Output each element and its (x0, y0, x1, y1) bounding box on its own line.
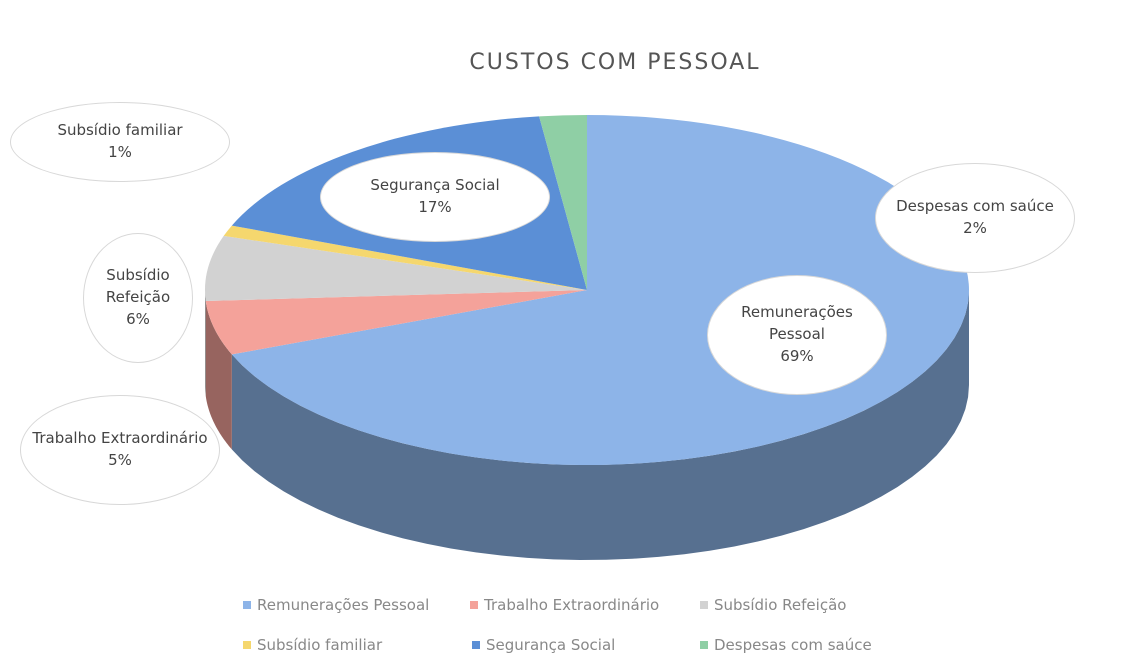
slice (205, 235, 587, 301)
category-label: Subsídio familiar (57, 121, 183, 140)
legend-item: Trabalho Extraordinário (470, 596, 659, 614)
legend-item: Remunerações Pessoal (243, 596, 429, 614)
legend-swatch (472, 641, 480, 649)
legend-label: Despesas com saúce (714, 636, 872, 654)
slice (539, 115, 587, 290)
category-label: Despesas com saúce (896, 197, 1054, 216)
legend-item: Segurança Social (472, 636, 615, 654)
legend-label: Segurança Social (486, 636, 616, 654)
legend-label: Subsídio familiar (257, 636, 383, 654)
value-label: 6% (126, 309, 150, 328)
slice (205, 290, 587, 355)
category-label: Remunerações Pessoal (741, 303, 853, 344)
legend-swatch (700, 601, 708, 609)
category-label: Trabalho Extraordinário (32, 429, 208, 448)
value-label: 2% (963, 219, 987, 237)
legend-swatch (470, 601, 478, 609)
value-label: 69% (780, 346, 814, 365)
legend-item: Subsídio Refeição (700, 596, 846, 614)
legend-item: Despesas com saúce (700, 636, 872, 654)
slice-side (231, 290, 969, 560)
value-label: 5% (108, 451, 132, 469)
data-label: Trabalho Extraordinário 5% (20, 395, 220, 505)
slice-side (205, 290, 206, 396)
legend-swatch (243, 641, 251, 649)
slice (223, 225, 587, 290)
data-label: Segurança Social 17% (320, 152, 550, 242)
value-label: 17% (418, 198, 452, 216)
value-label: 1% (108, 143, 132, 161)
legend-swatch (700, 641, 708, 649)
data-label: Despesas com saúce 2% (875, 163, 1075, 273)
category-label: Subsídio Refeição (105, 266, 171, 307)
legend-label: Subsídio Refeição (714, 596, 847, 614)
legend-label: Trabalho Extraordinário (484, 596, 660, 614)
data-label: Subsídio Refeição 6% (83, 233, 193, 363)
chart-title: CUSTOS COM PESSOAL (469, 50, 761, 75)
legend-item: Subsídio familiar (243, 636, 382, 654)
legend-swatch (243, 601, 251, 609)
data-label: Remunerações Pessoal 69% (707, 275, 887, 395)
category-label: Segurança Social (370, 176, 500, 195)
data-label: Subsídio familiar 1% (10, 102, 230, 182)
slice-side (205, 300, 232, 450)
legend-label: Remunerações Pessoal (257, 596, 430, 614)
